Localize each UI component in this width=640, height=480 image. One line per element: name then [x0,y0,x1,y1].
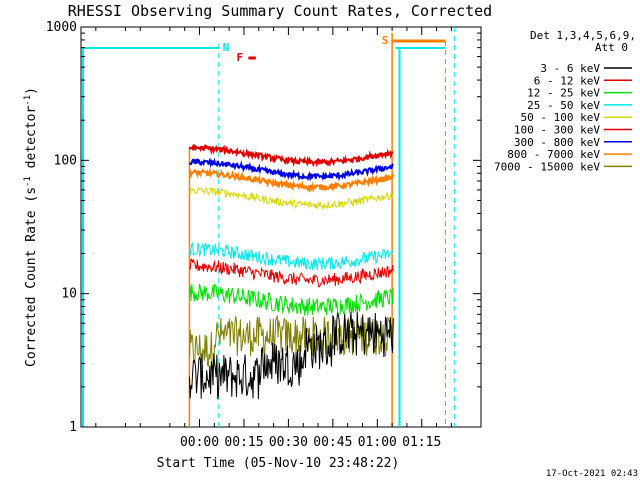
timestamp: 17-Oct-2021 02:43 [546,469,638,479]
x-tick-label: 01:00 [358,435,397,450]
legend-item-label: 50 - 100 keV [521,111,601,124]
series-line-7 [188,157,394,182]
plot-frame [80,26,482,428]
marker-label-F: F [237,51,244,64]
x-tick-label: 00:15 [224,435,263,450]
series-line-1 [188,311,394,400]
marker-label-N: N [223,41,230,54]
x-tick-label: 00:00 [180,435,219,450]
series-line-3 [188,283,394,316]
series-line-5 [189,186,394,210]
x-axis-label: Start Time (05-Nov-10 23:48:22) [157,456,400,471]
legend-item-label: 800 - 7000 keV [507,148,600,161]
y-tick-label: 10 [61,287,77,302]
series-line-4 [188,241,394,271]
y-tick-label: 1 [69,420,77,435]
legend-item-label: 3 - 6 keV [540,62,600,75]
series-line-2 [188,258,394,288]
legend-header-line-2: Att 0 [595,41,628,54]
legend-item-label: 6 - 12 keV [534,74,601,87]
legend-item-label: 300 - 800 keV [514,136,600,149]
y-axis-label: Corrected Count Rate (s-1 detector-1) [23,87,39,367]
y-axis: 1 10 100 1000 [46,20,481,435]
x-tick-label: 01:15 [402,435,441,450]
legend-header-line-1: Det 1,3,4,5,6,9, [530,29,636,42]
legend-item-label: 7000 - 15000 keV [494,160,600,173]
series-layer [188,143,395,400]
legend-item-label: 12 - 25 keV [527,87,600,100]
x-tick-label: 00:45 [313,435,352,450]
x-tick-label: 00:30 [269,435,308,450]
series-line-9 [188,314,394,370]
series-line-8 [188,167,395,193]
legend-item-label: 100 - 300 keV [514,124,600,137]
chart-title: RHESSI Observing Summary Count Rates, Co… [68,2,492,20]
marker-layer: NF S [223,34,389,64]
x-axis: 00:00 00:15 00:30 00:45 01:00 01:15 [95,27,452,450]
legend-item-label: 25 - 50 keV [527,99,600,112]
marker-label-S: S [382,34,389,47]
y-tick-label: 100 [54,153,77,168]
series-line-6 [188,143,394,168]
y-tick-label: 1000 [46,20,77,35]
